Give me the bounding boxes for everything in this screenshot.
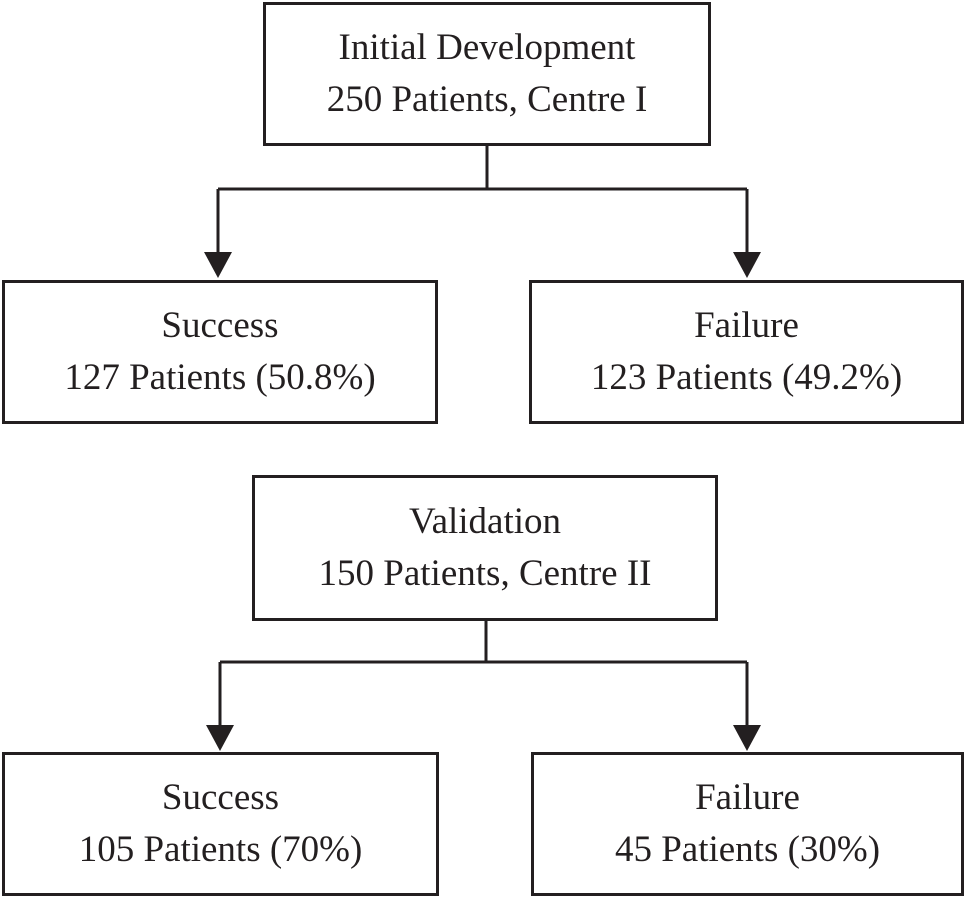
node-validation-failure: Failure 45 Patients (30%) bbox=[531, 752, 964, 896]
node-validation-success: Success 105 Patients (70%) bbox=[2, 752, 439, 896]
node-development-success: Success 127 Patients (50.8%) bbox=[2, 280, 438, 424]
node-detail: 250 Patients, Centre I bbox=[326, 79, 648, 120]
node-detail: 127 Patients (50.8%) bbox=[64, 357, 376, 398]
node-detail: 150 Patients, Centre II bbox=[318, 553, 652, 594]
arrowhead-val-success-icon bbox=[206, 725, 234, 751]
node-title: Failure bbox=[695, 777, 800, 818]
node-initial-development: Initial Development 250 Patients, Centre… bbox=[263, 2, 711, 146]
node-title: Failure bbox=[694, 305, 799, 346]
node-detail: 45 Patients (30%) bbox=[614, 829, 881, 870]
node-detail: 123 Patients (49.2%) bbox=[590, 357, 903, 398]
connector-validation-to-children bbox=[218, 621, 749, 727]
connector-initial-to-children bbox=[216, 146, 749, 254]
node-detail: 105 Patients (70%) bbox=[78, 829, 363, 870]
node-validation: Validation 150 Patients, Centre II bbox=[252, 475, 718, 621]
node-development-failure: Failure 123 Patients (49.2%) bbox=[529, 280, 964, 424]
node-title: Success bbox=[161, 305, 279, 346]
node-title: Validation bbox=[408, 501, 562, 542]
arrowhead-dev-success-icon bbox=[204, 252, 232, 278]
arrowhead-dev-failure-icon bbox=[733, 252, 761, 278]
node-title: Success bbox=[161, 777, 280, 818]
arrowhead-val-failure-icon bbox=[733, 725, 761, 751]
node-title: Initial Development bbox=[338, 27, 636, 68]
